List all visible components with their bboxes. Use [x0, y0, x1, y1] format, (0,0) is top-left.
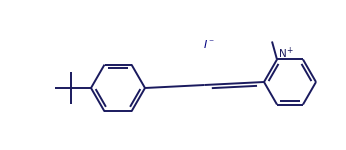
Text: ⁻: ⁻ [208, 38, 213, 48]
Text: N: N [279, 50, 287, 60]
Text: +: + [286, 46, 292, 55]
Text: I: I [203, 40, 207, 50]
